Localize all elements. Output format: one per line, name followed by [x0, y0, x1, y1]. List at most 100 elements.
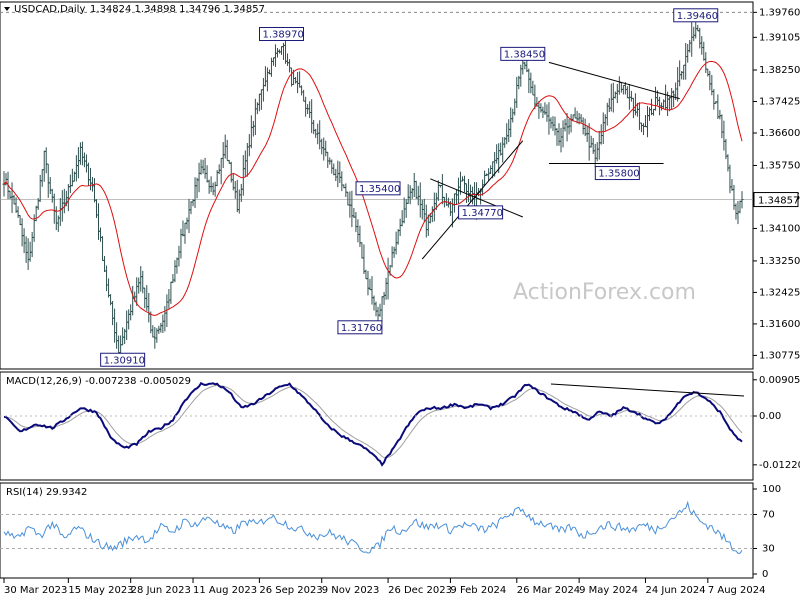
ohlc-bar [324, 140, 328, 157]
collapse-arrow-icon[interactable] [4, 7, 10, 11]
ohlc-bar [26, 238, 30, 270]
ohlc-bar [241, 155, 245, 196]
ohlc-bar [271, 57, 275, 66]
date-tick-label: 28 Jun 2023 [131, 585, 191, 596]
ohlc-bar [80, 141, 84, 166]
trendlines [421, 61, 680, 260]
ohlc-bar [203, 157, 207, 179]
ohlc-bar [265, 67, 269, 92]
ohlc-bar [374, 301, 378, 317]
rsi-pane-border [0, 482, 754, 579]
ohlc-bar [712, 89, 716, 110]
price-tick-label: 1.34100 [759, 223, 800, 234]
ohlc-bar [177, 245, 181, 267]
trendline [548, 61, 680, 100]
ohlc-bar [639, 122, 643, 133]
callout-label: 1.38970 [263, 30, 304, 41]
price-tick-label: 1.39760 [759, 7, 800, 18]
ohlc-bar [185, 217, 189, 230]
price-callout: 1.35800 [594, 166, 640, 181]
ohlc-bar [257, 93, 261, 112]
ohlc-bar [561, 120, 565, 148]
macd-tick-label: 0.009055 [759, 375, 800, 386]
ohlc-bar [432, 192, 436, 222]
ohlc-bar [650, 98, 654, 116]
macd-pane-border [0, 371, 754, 481]
price-y-axis: 1.39760 1.39105 1.38250 1.37425 1.36600 1.357… [753, 7, 800, 361]
ohlc-bar [288, 59, 292, 73]
ohlc-bar [62, 188, 66, 214]
ohlc-bar [163, 306, 167, 332]
ohlc-bar [334, 168, 338, 182]
ohlc-bar [696, 24, 700, 32]
ohlc-bar [68, 174, 72, 194]
ohlc-bar [24, 236, 28, 263]
ohlc-bar [495, 144, 499, 164]
ohlc-bar [545, 104, 549, 122]
price-callouts: 1.38970 1.38450 1.39460 1.35400 1.35800 1.347… [100, 8, 719, 367]
ohlc-bar [171, 274, 175, 284]
price-header: USDCAD,Daily 1.34824 1.34898 1.34796 1.3… [4, 4, 265, 15]
ohlc-bar [111, 300, 115, 326]
ohlc-bar [217, 164, 221, 175]
ohlc-bar [386, 257, 390, 300]
ohlc-bar [652, 108, 656, 116]
ohlc-bar [46, 163, 50, 198]
ohlc-bar [688, 39, 692, 53]
ohlc-bar [251, 120, 255, 137]
ohlc-bar [418, 182, 422, 218]
ohlc-bar [599, 124, 603, 145]
price-pane: ActionForex.com 1.389701.384501.394601.3… [0, 1, 800, 370]
ohlc-bar [48, 177, 52, 194]
ohlc-bar [366, 270, 370, 296]
ohlc-bar [243, 150, 247, 177]
ohlc-bar [454, 189, 458, 206]
ohlc-bar [197, 162, 201, 193]
ohlc-bar [511, 108, 515, 123]
ma-line [3, 60, 743, 316]
ohlc-bar [38, 174, 42, 202]
ohlc-bar [235, 179, 239, 213]
ohlc-bar [97, 203, 101, 240]
ohlc-bar [555, 128, 559, 146]
ohlc-bar [127, 309, 131, 330]
ohlc-bar [563, 118, 567, 132]
ohlc-bar [708, 70, 712, 91]
ohlc-bar [201, 159, 205, 174]
ohlc-bar [736, 201, 740, 225]
ohlc-bar [22, 228, 26, 254]
ohlc-bar [676, 67, 680, 102]
ohlc-bar [732, 184, 736, 210]
ohlc-bar [416, 185, 420, 206]
ohlc-bar [509, 107, 513, 138]
ohlc-bar [82, 152, 86, 168]
ohlc-bar [581, 117, 585, 135]
ohlc-bar [92, 178, 96, 203]
ohlc-bar [692, 26, 696, 42]
ohlc-bar [173, 260, 177, 283]
price-callout: 1.38970 [259, 27, 305, 42]
ohlc-bar [290, 67, 294, 87]
ohlc-bar [501, 137, 505, 163]
macd-lines [3, 381, 745, 467]
ohlc-bar [390, 246, 394, 268]
ohlc-bar [686, 43, 690, 63]
rsi-pane: 100 70 30 0 RSI(14) 29.9342 [0, 482, 781, 580]
ohlc-bar [360, 242, 364, 259]
ohlc-bar [728, 164, 732, 194]
ohlc-bar [587, 123, 591, 161]
ohlc-bar [316, 123, 320, 145]
ohlc-bar [483, 170, 487, 186]
ohlc-bar [183, 222, 187, 244]
ohlc-bar [348, 191, 352, 218]
ohlc-bar [557, 123, 561, 146]
date-tick-label: 15 May 2023 [68, 585, 133, 596]
ohlc-bar [181, 220, 185, 237]
ohlc-bar [414, 180, 418, 199]
ohlc-bar [408, 185, 412, 205]
ohlc-bar [121, 327, 125, 346]
ohlc-bar [569, 114, 573, 133]
ohlc-bar [698, 27, 702, 49]
ohlc-bar [519, 64, 523, 87]
ohlc-bar [398, 218, 402, 236]
